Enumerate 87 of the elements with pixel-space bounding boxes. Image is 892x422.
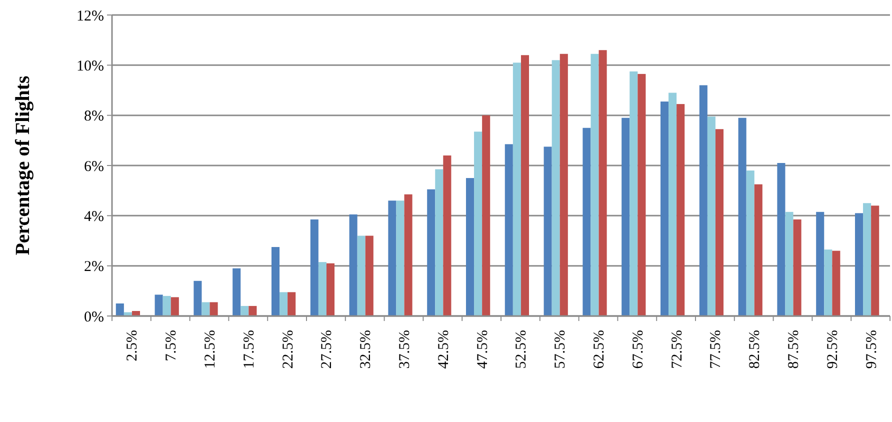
bar: [660, 102, 669, 316]
x-tick-label: 72.5%: [669, 330, 686, 369]
bar: [824, 250, 832, 316]
bar: [668, 92, 677, 316]
bar: [777, 162, 786, 316]
bar: [232, 268, 241, 316]
bar: [466, 178, 474, 316]
x-tick-label: 97.5%: [864, 330, 880, 369]
bar: [443, 155, 452, 316]
bar: [357, 236, 366, 316]
bar: [715, 129, 724, 316]
x-tick-label: 87.5%: [786, 330, 802, 369]
x-tick-label: 12.5%: [202, 330, 218, 369]
bar: [707, 116, 716, 316]
bar: [504, 144, 513, 316]
x-tick-label: 57.5%: [552, 330, 569, 369]
x-tick-label: 82.5%: [747, 330, 764, 369]
bar: [676, 104, 685, 316]
bar: [738, 118, 746, 316]
bar: [318, 262, 326, 316]
y-tick-label: 12%: [76, 8, 104, 24]
bar: [116, 303, 124, 316]
y-tick-label: 8%: [84, 108, 104, 125]
x-tick-label: 67.5%: [630, 330, 646, 369]
bar: [427, 189, 436, 316]
bar: [582, 128, 591, 316]
bar: [435, 169, 444, 316]
bar: [598, 50, 607, 316]
bar: [512, 62, 521, 316]
y-tick-label: 6%: [84, 158, 104, 175]
y-tick-label: 2%: [84, 259, 104, 276]
y-axis-title: Percentage of Flights: [12, 76, 34, 256]
bar: [863, 203, 872, 316]
bar: [482, 115, 490, 316]
x-tick-label: 62.5%: [592, 330, 608, 369]
bar: [638, 74, 646, 316]
bar: [154, 294, 163, 316]
bar: [699, 85, 708, 316]
bar: [326, 263, 335, 316]
bar: [590, 54, 599, 316]
bar: [280, 292, 288, 316]
bar: [746, 170, 754, 316]
bar: [202, 302, 210, 316]
bar: [388, 200, 396, 316]
bar: [552, 60, 560, 316]
bar: [871, 206, 880, 316]
x-tick-label: 32.5%: [358, 330, 374, 369]
bar: [560, 54, 568, 316]
bar: [404, 194, 412, 316]
bar: [854, 213, 864, 316]
bar: [785, 212, 794, 316]
bar: [544, 146, 552, 316]
bar: [271, 247, 280, 316]
y-tick-label: 0%: [84, 309, 104, 326]
bar: [396, 200, 404, 316]
x-tick-label: 22.5%: [280, 330, 296, 369]
bar: [622, 118, 630, 316]
y-tick-label: 10%: [76, 58, 104, 74]
bar: [210, 302, 218, 316]
bar: [124, 312, 132, 316]
x-tick-label: 2.5%: [124, 330, 141, 362]
x-tick-label: 37.5%: [397, 330, 413, 369]
x-tick-label: 52.5%: [514, 330, 530, 369]
bar: [832, 250, 840, 316]
bar: [288, 292, 296, 316]
bar: [310, 219, 318, 316]
y-tick-label: 4%: [84, 208, 104, 225]
bar: [365, 236, 374, 316]
bar: [474, 132, 482, 316]
bar: [162, 296, 171, 316]
x-tick-label: 47.5%: [474, 330, 491, 369]
bar: [630, 71, 638, 316]
x-tick-label: 92.5%: [824, 330, 841, 369]
x-tick-label: 77.5%: [708, 330, 724, 369]
x-tick-label: 27.5%: [319, 330, 336, 369]
bar: [240, 306, 249, 316]
bar: [194, 280, 202, 316]
x-tick-label: 17.5%: [241, 330, 258, 369]
bar: [520, 55, 530, 316]
bar: [349, 214, 358, 316]
bar: [816, 212, 824, 316]
bar: [754, 184, 762, 316]
bar: [248, 306, 257, 316]
bar: [170, 297, 179, 316]
x-tick-label: 42.5%: [436, 330, 452, 369]
x-tick-label: 7.5%: [164, 330, 180, 362]
bar: [793, 219, 802, 316]
